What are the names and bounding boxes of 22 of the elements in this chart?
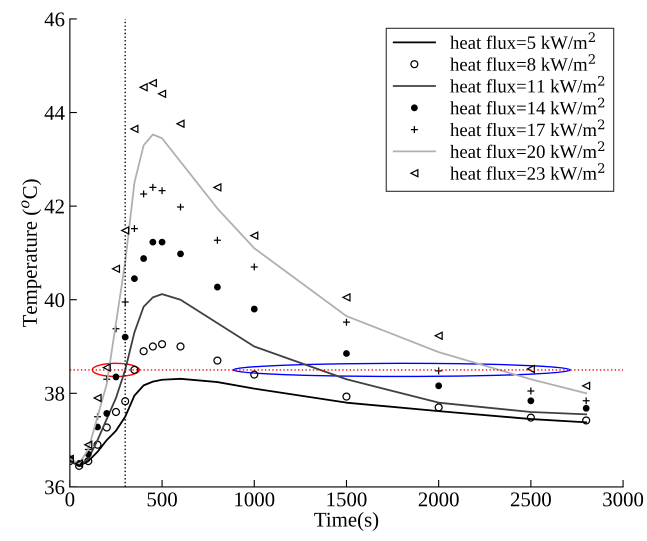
y-tick-label: 42 bbox=[44, 200, 64, 214]
x-tick-label: 2000 bbox=[418, 492, 459, 506]
y-axis-title: Temperature ($^{o}$C) bbox=[21, 179, 42, 328]
x-axis-title: Time(s) bbox=[314, 512, 378, 531]
x-tick-label: 500 bbox=[148, 492, 177, 506]
legend-label: heat flux=20 kW/m$^{2}$ bbox=[450, 141, 604, 158]
legend-label: heat flux=5 kW/m$^{2}$ bbox=[450, 32, 595, 50]
legend-label: heat flux=8 kW/m$^{2}$ bbox=[450, 54, 595, 71]
x-tick-label: 2500 bbox=[510, 492, 551, 506]
x-tick-label: 1000 bbox=[235, 492, 274, 506]
legend-label: heat flux=11 kW/m$^{2}$ bbox=[450, 76, 604, 93]
legend-label: heat flux=17 kW/m$^{2}$ bbox=[450, 119, 604, 136]
x-tick-label: 3000 bbox=[603, 492, 644, 506]
legend-label: heat flux=23 kW/m$^{2}$ bbox=[450, 163, 604, 180]
x-tick-label: 1500 bbox=[327, 492, 367, 506]
x-tick-label: 0 bbox=[65, 492, 74, 506]
y-tick-label: 36 bbox=[45, 480, 64, 494]
y-tick-label: 44 bbox=[44, 106, 65, 120]
legend-label: heat flux=14 kW/m$^{2}$ bbox=[450, 98, 604, 115]
y-tick-label: 40 bbox=[44, 293, 64, 308]
y-tick-label: 38 bbox=[45, 386, 64, 401]
y-tick-label: 46 bbox=[44, 12, 64, 26]
